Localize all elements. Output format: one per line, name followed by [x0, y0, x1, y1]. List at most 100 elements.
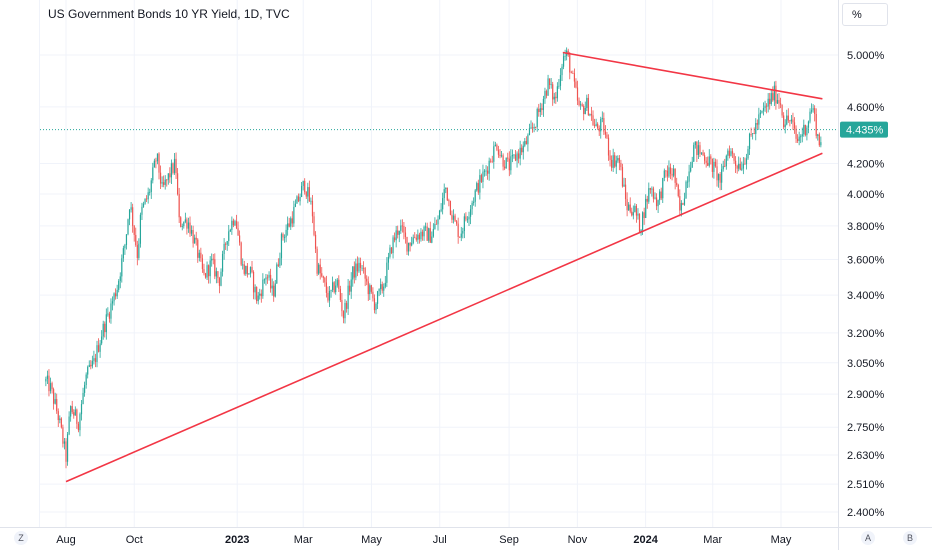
candle-body	[172, 163, 174, 173]
candle-body	[70, 406, 72, 417]
candle-body	[251, 266, 253, 272]
candle-body	[159, 172, 162, 184]
candle-body	[739, 163, 741, 170]
candle-body	[248, 273, 250, 275]
x-tick-label: Nov	[568, 534, 588, 546]
candle-body	[680, 203, 682, 211]
candle-body	[128, 209, 131, 220]
candle-body	[710, 156, 712, 159]
candle-body	[276, 264, 278, 284]
candle-body	[809, 111, 811, 122]
candle-body	[530, 127, 532, 129]
candle-body	[510, 156, 512, 171]
y-tick-label: 2.750%	[847, 422, 885, 434]
candle-body	[84, 384, 86, 393]
candle-body	[99, 343, 101, 352]
candle-body	[694, 141, 696, 146]
candle-body	[139, 214, 142, 244]
candle-body	[316, 248, 318, 274]
x-axis[interactable]: Aug Oct 2023 Mar May Jul Sep Nov 2024 Mar May	[56, 534, 792, 546]
candle-body	[389, 247, 391, 257]
candle-body	[301, 185, 303, 198]
candle-body	[417, 234, 419, 240]
candle-body	[290, 218, 292, 227]
candle-body	[756, 123, 758, 125]
y-axis[interactable]: 5.000% 4.600% 4.200% 4.000% 3.800% 3.600% 3.40…	[847, 50, 885, 519]
candle-body	[772, 93, 774, 101]
candle-body	[474, 190, 476, 202]
candle-body	[583, 106, 585, 115]
candle-body	[378, 289, 380, 292]
candle-body	[820, 142, 822, 146]
candle-body	[499, 154, 501, 157]
candle-body	[428, 228, 430, 241]
candle-body	[787, 115, 789, 121]
candle-body	[702, 152, 704, 156]
candle-body	[434, 223, 436, 229]
candle-body	[623, 184, 625, 187]
candle-body	[403, 225, 405, 233]
candle-body	[629, 204, 631, 212]
candle-body	[328, 291, 331, 301]
candle-body	[431, 236, 433, 243]
candle-body	[221, 253, 224, 272]
candle-body	[727, 150, 729, 156]
candle-body	[190, 230, 193, 234]
candle-body	[476, 183, 478, 191]
unit-selector-button[interactable]: %	[842, 3, 888, 26]
candle-body	[611, 159, 613, 168]
candle-body	[107, 313, 109, 315]
candle-body	[463, 216, 465, 231]
candle-body	[769, 98, 771, 105]
trendline-resistance[interactable]	[562, 51, 823, 100]
candle-body	[186, 219, 188, 229]
candle-body	[62, 427, 64, 444]
candle-body	[502, 155, 504, 167]
candle-body	[59, 418, 61, 421]
candle-body	[364, 268, 366, 279]
candle-body	[508, 158, 510, 171]
candle-body	[228, 231, 230, 242]
scale-settings-button[interactable]: B	[906, 533, 913, 543]
candle-body	[600, 118, 602, 132]
zoom-reset-button[interactable]: Z	[18, 533, 24, 543]
candle-body	[71, 406, 73, 413]
candle-body	[249, 266, 252, 274]
candle-body	[77, 423, 80, 431]
candle-body	[166, 179, 168, 181]
candle-body	[252, 271, 255, 293]
candle-body	[268, 274, 270, 278]
x-tick-label: 2023	[225, 534, 249, 546]
candle-body	[108, 313, 111, 319]
candle-body	[435, 223, 438, 225]
candle-body	[659, 191, 661, 201]
candle-body	[132, 207, 134, 226]
candle-body	[90, 364, 92, 367]
candle-body	[801, 134, 803, 137]
auto-scale-button[interactable]: A	[864, 533, 871, 543]
candle-body	[322, 276, 324, 278]
y-tick-label: 2.630%	[847, 450, 885, 462]
candle-body	[521, 147, 523, 153]
candle-body	[735, 160, 737, 166]
trendline-support[interactable]	[65, 152, 823, 483]
candle-body	[49, 383, 52, 392]
candle-body	[742, 163, 744, 169]
candle-body	[415, 237, 417, 240]
candle-body	[212, 258, 214, 260]
candle-body	[674, 168, 676, 183]
candle-body	[147, 192, 149, 200]
candle-body	[349, 285, 351, 292]
candle-body	[527, 134, 529, 145]
candle-body	[666, 170, 669, 177]
candle-body	[621, 167, 624, 187]
candle-body	[421, 231, 424, 237]
candle-body	[79, 414, 81, 431]
candle-body	[170, 163, 173, 178]
candle-body	[595, 123, 597, 127]
candle-body	[355, 263, 357, 278]
candle-body	[490, 160, 492, 162]
candle-body	[511, 154, 514, 157]
candle-body	[91, 360, 93, 367]
